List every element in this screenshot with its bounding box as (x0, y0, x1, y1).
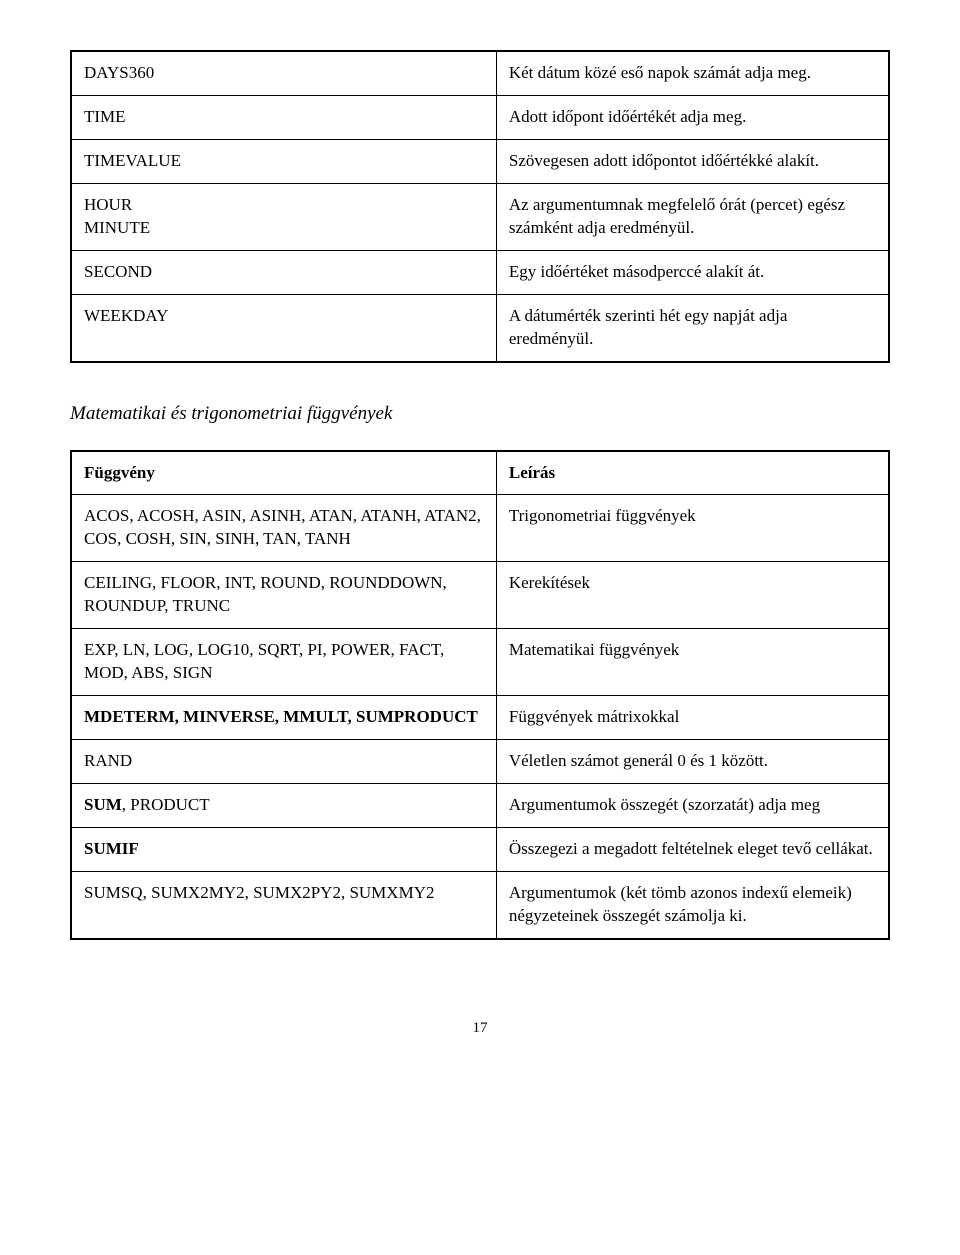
function-name-cell: DAYS360 (71, 51, 496, 95)
header-description: Leírás (496, 451, 889, 495)
function-name-cell: EXP, LN, LOG, LOG10, SQRT, PI, POWER, FA… (71, 629, 496, 696)
table-header-row: FüggvényLeírás (71, 451, 889, 495)
table-row: SUM, PRODUCTArgumentumok összegét (szorz… (71, 783, 889, 827)
function-desc-cell: Szövegesen adott időpontot időértékké al… (496, 139, 889, 183)
function-desc-cell: Egy időértéket másodperccé alakít át. (496, 250, 889, 294)
function-name-cell: ACOS, ACOSH, ASIN, ASINH, ATAN, ATANH, A… (71, 495, 496, 562)
table-row: ACOS, ACOSH, ASIN, ASINH, ATAN, ATANH, A… (71, 495, 889, 562)
function-desc-cell: Argumentumok (két tömb azonos indexű ele… (496, 871, 889, 938)
function-name-cell: SUM, PRODUCT (71, 783, 496, 827)
function-name-cell: SECOND (71, 250, 496, 294)
table-row: HOUR MINUTEAz argumentumnak megfelelő ór… (71, 183, 889, 250)
table-row: MDETERM, MINVERSE, MMULT, SUMPRODUCTFügg… (71, 696, 889, 740)
function-desc-cell: Az argumentumnak megfelelő órát (percet)… (496, 183, 889, 250)
section-heading: Matematikai és trigonometriai függvények (70, 403, 890, 425)
function-desc-cell: Adott időpont időértékét adja meg. (496, 95, 889, 139)
function-name-cell: TIMEVALUE (71, 139, 496, 183)
table-row: EXP, LN, LOG, LOG10, SQRT, PI, POWER, FA… (71, 629, 889, 696)
table-row: SECONDEgy időértéket másodperccé alakít … (71, 250, 889, 294)
table-row: TIMEVALUESzövegesen adott időpontot időé… (71, 139, 889, 183)
table-row: SUMSQ, SUMX2MY2, SUMX2PY2, SUMXMY2Argume… (71, 871, 889, 938)
function-desc-cell: Matematikai függvények (496, 629, 889, 696)
table-row: DAYS360Két dátum közé eső napok számát a… (71, 51, 889, 95)
header-function: Függvény (71, 451, 496, 495)
function-desc-cell: Összegezi a megadott feltételnek eleget … (496, 827, 889, 871)
function-desc-cell: Két dátum közé eső napok számát adja meg… (496, 51, 889, 95)
function-desc-cell: Argumentumok összegét (szorzatát) adja m… (496, 783, 889, 827)
table-row: RANDVéletlen számot generál 0 és 1 közöt… (71, 740, 889, 784)
table-row: TIMEAdott időpont időértékét adja meg. (71, 95, 889, 139)
function-desc-cell: A dátumérték szerinti hét egy napját adj… (496, 294, 889, 361)
function-desc-cell: Függvények mátrixokkal (496, 696, 889, 740)
page-number: 17 (70, 1020, 890, 1037)
table-row: SUMIFÖsszegezi a megadott feltételnek el… (71, 827, 889, 871)
math-trig-functions-table: FüggvényLeírásACOS, ACOSH, ASIN, ASINH, … (70, 450, 890, 940)
function-name-cell: MDETERM, MINVERSE, MMULT, SUMPRODUCT (71, 696, 496, 740)
date-time-functions-table: DAYS360Két dátum közé eső napok számát a… (70, 50, 890, 363)
function-name-cell: CEILING, FLOOR, INT, ROUND, ROUNDDOWN, R… (71, 562, 496, 629)
function-name-cell: SUMSQ, SUMX2MY2, SUMX2PY2, SUMXMY2 (71, 871, 496, 938)
function-name-cell: WEEKDAY (71, 294, 496, 361)
table-row: CEILING, FLOOR, INT, ROUND, ROUNDDOWN, R… (71, 562, 889, 629)
function-desc-cell: Kerekítések (496, 562, 889, 629)
table-row: WEEKDAYA dátumérték szerinti hét egy nap… (71, 294, 889, 361)
function-name-cell: TIME (71, 95, 496, 139)
function-desc-cell: Trigonometriai függvények (496, 495, 889, 562)
function-name-cell: RAND (71, 740, 496, 784)
function-name-cell: HOUR MINUTE (71, 183, 496, 250)
function-desc-cell: Véletlen számot generál 0 és 1 között. (496, 740, 889, 784)
function-name-cell: SUMIF (71, 827, 496, 871)
